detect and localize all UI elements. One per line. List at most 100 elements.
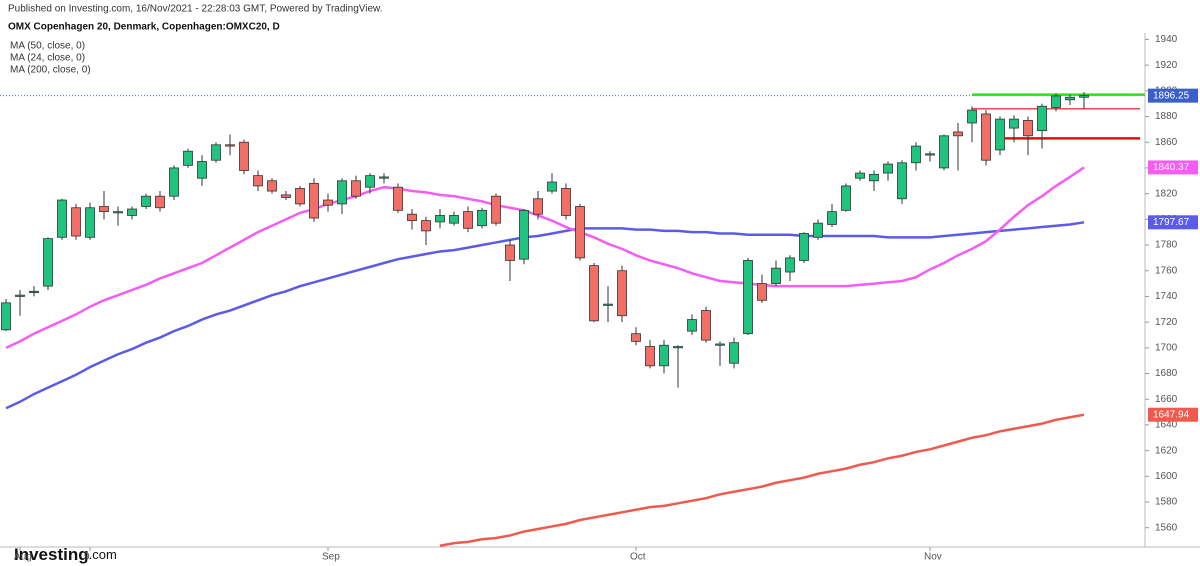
candle-body [687,319,697,332]
y-tick-label: 1820 [1155,188,1178,199]
candle-body [491,195,501,224]
legend-entry: MA (50, close, 0) [10,41,85,52]
price-tag-label: 1840.37 [1153,162,1190,173]
candle-body [155,195,165,209]
candle-body [561,188,571,216]
candle-body [1023,119,1033,137]
y-tick-label: 1640 [1155,420,1178,431]
candle-body [967,109,977,124]
candle-body [337,180,347,205]
logo-name: Investing [14,545,89,564]
candle-body [113,211,123,214]
y-tick-label: 1740 [1155,291,1178,302]
candle-body [855,172,865,179]
legend-entry: MA (200, close, 0) [10,65,91,76]
y-tick-label: 1600 [1155,471,1178,482]
y-tick-label: 1720 [1155,317,1178,328]
candle-body [295,188,305,205]
candle-body [57,199,67,238]
candle-body [43,238,53,287]
candle-body [225,144,235,147]
y-tick-label: 1660 [1155,394,1178,405]
y-tick-label: 1760 [1155,265,1178,276]
price-tag-label: 1896.25 [1153,90,1190,101]
x-tick-label: Sep [322,552,340,563]
candle-body [813,222,823,238]
y-tick-label: 1780 [1155,240,1178,251]
candle-body [183,150,193,166]
candle-body [197,161,207,179]
candle-body [715,343,725,346]
logo: Investing.com [14,545,117,564]
moving-average-line [5,221,1085,410]
candle-body [603,303,613,306]
candle-body [1065,96,1075,101]
candle-body [757,283,767,301]
candle-body [883,163,893,174]
candle-body [981,113,991,161]
price-tag [1148,407,1198,422]
candle-body [435,215,445,223]
chart-title: OMX Copenhagen 20, Denmark, Copenhagen:O… [8,22,280,33]
y-tick-label: 1620 [1155,445,1178,456]
candle-body [253,175,263,187]
candle-body [1009,118,1019,129]
price-tag-label: 1647.94 [1153,409,1190,420]
candle-body [799,233,809,261]
candle-body [281,194,291,198]
candle-body [505,244,515,261]
candle-body [267,180,277,192]
candle-body [29,290,39,293]
y-tick-label: 1580 [1155,497,1178,508]
candle-body [309,182,319,219]
y-tick-label: 1940 [1155,34,1178,45]
x-tick-label: Oct [630,552,646,563]
moving-average-line [5,166,1085,349]
x-tick-label: Nov [924,552,942,563]
candle-body [617,270,627,317]
candle-body [1,302,11,331]
candle-body [575,206,585,259]
candle-body [463,211,473,229]
candle-body [673,346,683,349]
x-tick-label: Aug [14,552,32,563]
candle-body [995,118,1005,151]
header: Published on Investing.com, 16/Nov/2021 … [8,4,382,15]
y-tick-label: 1700 [1155,342,1178,353]
candle-body [589,265,599,322]
candle-body [71,207,81,237]
candle-body [729,342,739,364]
candle-body [953,131,963,137]
price-tag-label: 1797.67 [1153,217,1190,228]
candle-body [785,257,795,273]
candle-body [407,213,417,222]
candle-body [701,310,711,341]
candle-body [1037,105,1047,132]
logo-suffix: .com [89,547,117,562]
candle-body [827,211,837,225]
candle-body [911,145,921,164]
candle-body [127,208,137,216]
candle-body [897,162,907,200]
candle-body [519,209,529,260]
candle-body [15,294,25,297]
candle-body [925,153,935,156]
candle-body [841,185,851,211]
candle-body [421,220,431,232]
candle-body [99,206,109,213]
candle-body [239,141,249,171]
candle-body [477,209,487,227]
candle-body [211,144,221,161]
candle-body [85,207,95,238]
candle-body [547,181,557,192]
candle-body [365,175,375,188]
candle-body [1079,95,1089,98]
candle-body [449,215,459,224]
y-tick-label: 1880 [1155,111,1178,122]
candle-body [659,344,669,367]
y-tick-label: 1560 [1155,522,1178,533]
candle-body [351,180,361,197]
y-tick-label: 1920 [1155,60,1178,71]
candle-body [533,198,543,215]
